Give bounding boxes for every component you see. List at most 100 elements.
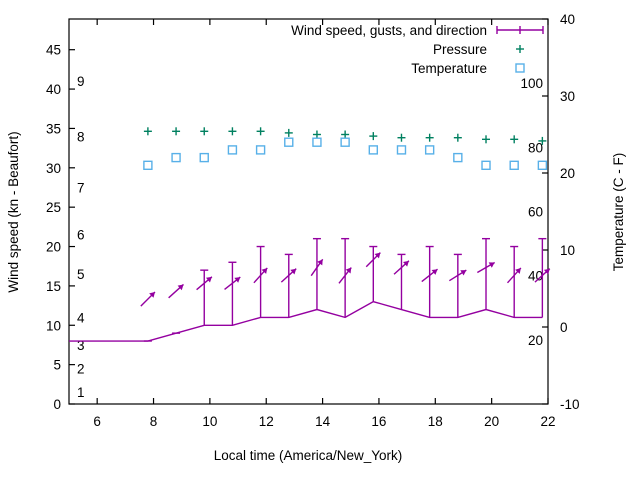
pressure-marker [143, 127, 152, 136]
temp-tick-label: 0 [560, 320, 568, 335]
temperature-marker [143, 160, 153, 171]
pressure-marker [538, 136, 547, 145]
beaufort-label: 1 [77, 385, 85, 400]
pressure-tick-label: 60 [528, 205, 543, 220]
arrow-head [234, 277, 241, 283]
y-tick-label: 35 [46, 121, 61, 136]
pressure-axis-ticks: 20 40 60 80 100 [520, 76, 543, 348]
beaufort-scale-labels: 1 2 3 4 5 6 7 8 9 [77, 74, 85, 400]
plot-border [68, 18, 549, 405]
arrow-head [543, 268, 550, 275]
temperature-marker [199, 152, 209, 163]
temperature-marker [537, 160, 548, 171]
temperature-marker [255, 145, 266, 155]
pressure-tick-label: 20 [528, 333, 543, 348]
temperature-marker [453, 152, 463, 163]
legend-label: Pressure [433, 42, 487, 57]
y-tick-label: 5 [53, 358, 61, 373]
wind-direction-arrow [338, 267, 352, 284]
temperature-marker [481, 160, 491, 171]
wind-direction-arrow [310, 258, 324, 277]
pressure-marker [172, 127, 181, 136]
arrow-head [488, 262, 495, 268]
wind-direction-arrow [196, 276, 213, 291]
wind-direction-arrow [393, 260, 410, 275]
beaufort-label: 7 [77, 180, 85, 195]
wind-direction-arrow [253, 267, 268, 284]
beaufort-label: 9 [77, 74, 85, 89]
y-tick-label: 45 [46, 43, 61, 58]
wind-direction-arrow [506, 267, 522, 284]
x-axis-label: Local time (America/New_York) [214, 448, 403, 463]
x-tick-label: 10 [202, 414, 217, 429]
y-axis-ticks: 0 5 10 15 20 25 30 35 40 45 [46, 43, 75, 412]
arrow-head [205, 276, 212, 283]
pressure-marker [397, 133, 406, 142]
temperature-axis-ticks: -10 0 10 20 30 40 [542, 12, 580, 412]
temperature-marker [509, 160, 519, 171]
series-temperature [143, 137, 548, 171]
x-tick-label: 20 [484, 414, 499, 429]
temp-tick-label: 10 [560, 243, 575, 258]
series-pressure [143, 127, 547, 145]
y2-axis-label: Temperature (C - F) [611, 153, 626, 272]
arrow-head [345, 267, 352, 274]
temp-tick-label: -10 [560, 397, 580, 412]
pressure-marker [284, 128, 293, 137]
arrow-head [149, 291, 155, 298]
arrow-head [515, 267, 521, 274]
arrow-head [460, 270, 467, 276]
wind-direction-arrow [421, 268, 438, 283]
pressure-tick-label: 80 [528, 140, 543, 155]
temp-tick-label: 40 [560, 12, 575, 27]
beaufort-label: 3 [77, 338, 85, 353]
pressure-tick-label: 40 [528, 269, 543, 284]
y-tick-label: 20 [46, 240, 61, 255]
legend-sample-wind [496, 26, 544, 34]
pressure-marker [256, 127, 265, 136]
beaufort-label: 5 [77, 267, 85, 282]
arrow-head [317, 259, 323, 266]
arrow-head [177, 284, 184, 291]
pressure-marker [341, 130, 350, 139]
temperature-marker [368, 145, 379, 155]
pressure-marker [228, 127, 237, 136]
beaufort-label: 8 [77, 129, 85, 144]
x-tick-label: 22 [540, 414, 555, 429]
pressure-marker [425, 133, 434, 142]
plot-frame [68, 18, 549, 405]
wind-direction-arrow [365, 252, 381, 268]
pressure-marker [369, 132, 378, 141]
legend-sample-temperature [515, 63, 525, 73]
x-tick-label: 8 [150, 414, 158, 429]
temperature-marker [171, 152, 181, 163]
beaufort-label: 2 [77, 362, 85, 377]
y-tick-label: 0 [53, 397, 61, 412]
x-tick-label: 14 [315, 414, 331, 429]
x-tick-label: 6 [93, 414, 101, 429]
wind-direction-arrow [224, 276, 241, 290]
x-tick-label: 12 [259, 414, 274, 429]
chart-legend: Wind speed, gusts, and direction Pressure… [291, 23, 544, 76]
temperature-marker [227, 145, 238, 155]
wind-direction-arrow [140, 291, 156, 307]
wind-direction-arrow [534, 268, 551, 283]
arrow-head [290, 268, 297, 275]
pressure-tick-label: 100 [520, 76, 543, 91]
y-axis-label: Wind speed (kn - Beaufort) [6, 131, 21, 292]
beaufort-label: 6 [77, 228, 85, 243]
wind-direction-arrow [280, 268, 297, 283]
x-tick-label: 16 [371, 414, 386, 429]
temperature-marker [424, 145, 435, 155]
y-tick-label: 25 [46, 200, 61, 215]
arrow-head [431, 269, 438, 275]
x-axis-ticks: 6 8 10 12 14 16 18 20 22 [93, 19, 556, 429]
y-tick-label: 10 [46, 318, 61, 333]
arrow-head [403, 260, 409, 267]
pressure-marker [482, 135, 491, 144]
y-tick-label: 15 [46, 279, 61, 294]
wind-direction-arrow [448, 269, 467, 282]
